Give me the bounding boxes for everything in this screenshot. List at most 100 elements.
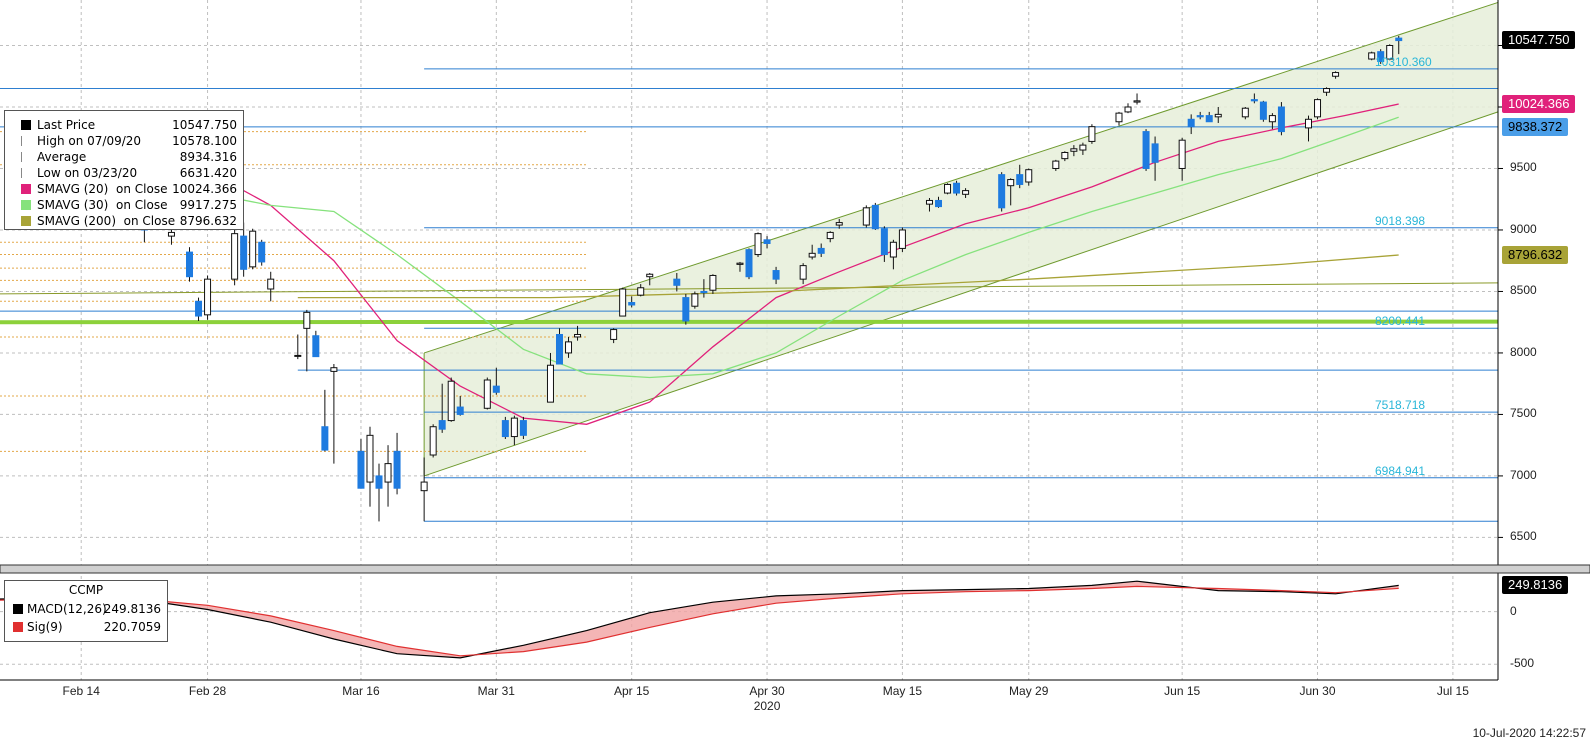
legend-value: 8796.632 — [179, 214, 237, 228]
candle-body — [754, 233, 762, 256]
candle-body — [1115, 112, 1123, 123]
candle — [808, 244, 816, 260]
candle-body — [619, 288, 627, 317]
candle — [384, 445, 392, 507]
macd-legend-title: CCMP — [68, 583, 104, 597]
candle-body — [898, 229, 906, 249]
x-tick-label: Apr 15 — [613, 684, 650, 698]
candle-body — [1178, 139, 1186, 169]
candle — [1268, 113, 1276, 130]
legend-value: 10024.366 — [172, 182, 237, 196]
candle-body — [366, 434, 374, 483]
sig-value: 220.7059 — [103, 620, 161, 634]
x-tick-label: Jun 15 — [1164, 684, 1201, 698]
candle — [953, 180, 961, 196]
candle — [880, 226, 888, 262]
candle — [817, 243, 825, 258]
fib-level-label: 10310.360 — [1375, 54, 1432, 69]
moving-average-line — [297, 254, 1399, 299]
candle-body — [447, 380, 455, 422]
candle — [1070, 145, 1078, 157]
candle-body — [186, 251, 194, 278]
candle — [240, 222, 248, 277]
candle — [1205, 111, 1213, 123]
candle — [682, 293, 690, 325]
candle-body — [1241, 107, 1249, 118]
candle-body — [1268, 115, 1276, 123]
macd-label: MACD(12,26) — [27, 602, 107, 616]
candle-body — [637, 287, 645, 296]
candle — [709, 274, 717, 294]
candle-body — [646, 273, 654, 278]
candle — [691, 291, 699, 309]
candle-body — [1377, 51, 1385, 62]
candle-body — [1142, 131, 1150, 169]
candle — [231, 229, 239, 286]
candle-body — [555, 333, 563, 365]
candle-body — [438, 420, 446, 430]
sig-swatch — [13, 622, 23, 632]
candle — [1124, 103, 1132, 114]
legend-label: SMAVG (30) on Close — [37, 198, 168, 212]
candle-body — [312, 335, 320, 358]
legend-label: High on 07/09/20 — [37, 134, 142, 148]
candle-body — [962, 190, 970, 195]
candle-body — [240, 235, 248, 270]
candle-body — [1124, 106, 1132, 113]
legend-swatch — [21, 200, 31, 210]
candle-body — [1250, 99, 1258, 102]
macd-fill — [0, 581, 1399, 658]
candle-body — [546, 364, 554, 403]
y-tick-label: 8500 — [1510, 283, 1537, 298]
candle-body — [456, 406, 464, 415]
candle-body — [1151, 143, 1159, 163]
candle — [637, 284, 645, 297]
macd-legend-row: MACD(12,26) 249.8136 — [5, 601, 167, 617]
trend-channel-lower — [423, 111, 1499, 477]
candle-body — [1196, 115, 1204, 118]
x-tick-label: May 29 — [1009, 684, 1049, 698]
fib-level-label: 6984.941 — [1375, 463, 1426, 478]
candle — [546, 352, 554, 403]
candle-body — [1187, 118, 1195, 128]
y-tick-label: 7000 — [1510, 467, 1537, 482]
candle — [898, 227, 906, 253]
candle-body — [1395, 37, 1403, 42]
macd-series-line — [0, 580, 1399, 659]
candle — [1259, 100, 1267, 122]
candle — [456, 395, 464, 416]
candle-body — [195, 300, 203, 317]
candle — [772, 266, 780, 285]
candle-body — [574, 333, 582, 338]
trend-channel-fill — [424, 2, 1498, 476]
x-tick-label: Apr 30 — [749, 684, 785, 698]
candle — [1368, 51, 1376, 61]
macd-value: 249.8136 — [103, 602, 161, 616]
candle-body — [249, 230, 257, 268]
y-tick-label: 9500 — [1510, 160, 1537, 175]
candle — [1214, 106, 1222, 123]
legend-row: SMAVG (20) on Close 10024.366 — [5, 181, 243, 197]
candle-body — [1025, 169, 1033, 183]
candle — [195, 297, 203, 321]
candle-body — [862, 207, 870, 226]
candle — [249, 228, 257, 270]
candle-body — [763, 239, 771, 244]
candle-body — [384, 463, 392, 483]
candle — [258, 239, 266, 266]
macd-tag: 249.8136 — [1502, 576, 1569, 595]
candle-body — [375, 475, 383, 489]
candle — [574, 325, 582, 341]
legend-swatch — [21, 184, 31, 194]
candle — [610, 328, 618, 344]
candle-body — [167, 231, 175, 237]
candle — [1079, 142, 1087, 155]
candle-body — [501, 420, 509, 438]
candle — [889, 239, 897, 270]
legend-swatch — [21, 136, 32, 146]
candle-body — [1259, 101, 1267, 120]
candle — [330, 364, 338, 464]
legend-swatch — [21, 152, 32, 162]
candle — [745, 248, 753, 280]
